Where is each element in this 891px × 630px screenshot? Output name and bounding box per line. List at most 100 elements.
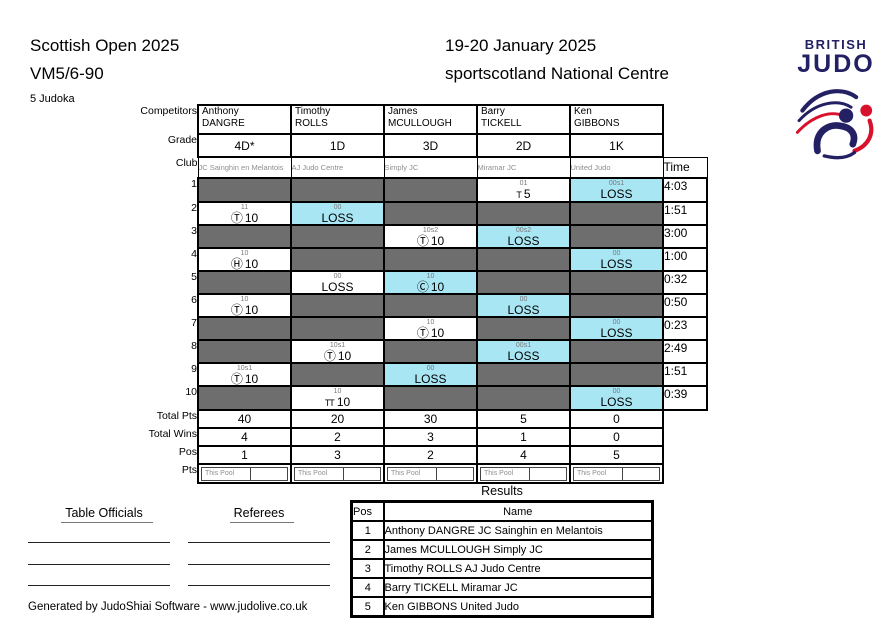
spacer xyxy=(663,410,707,428)
match-time: 0:39 xyxy=(662,385,708,411)
competitor-header: Timothy ROLLS xyxy=(290,104,385,135)
spacer xyxy=(663,428,707,446)
empty-cell xyxy=(197,339,292,364)
empty-cell xyxy=(197,177,292,203)
spacer xyxy=(663,134,707,157)
results-row: 4 Barry TICKELL Miramar JC xyxy=(350,577,654,598)
score-cell: 10s2 Ⓣ 10 xyxy=(383,224,478,249)
score-value: 10 xyxy=(244,303,259,317)
pts-cell: This Pool xyxy=(476,463,571,484)
club-cell: JC Sainghin en Melantois xyxy=(197,156,292,179)
grade-cell: 3D xyxy=(383,133,478,158)
match-number: 9 xyxy=(105,363,198,386)
empty-cell xyxy=(197,316,292,341)
score-cell: 10s1 Ⓣ 10 xyxy=(290,339,385,364)
row-label-club: Club xyxy=(105,157,198,178)
result-name: Timothy ROLLS AJ Judo Centre xyxy=(382,558,654,579)
score-cell: 10 Ⓣ 10 xyxy=(383,316,478,341)
total-wins-cell: 2 xyxy=(290,427,385,447)
this-pool-label: This Pool xyxy=(480,466,530,481)
score-detail: 00s1 xyxy=(515,342,532,349)
technique-symbol: Ⓣ xyxy=(230,372,243,386)
match-row: 8 10s1 Ⓣ 10 00s1 LOSS 2:49 xyxy=(105,339,708,364)
pos-cell: 4 xyxy=(476,445,571,465)
result-pos: 1 xyxy=(350,520,385,541)
technique-symbol: Ⓣ xyxy=(230,211,243,225)
empty-cell xyxy=(569,224,664,249)
score-main: LOSS xyxy=(507,349,540,363)
match-row: 4 10 Ⓗ 10 00 LOSS 1:00 xyxy=(105,247,708,272)
match-row: 10 10 TT 10 00 LOSS 0:39 xyxy=(105,385,708,411)
row-label-competitors: Competitors xyxy=(105,105,198,134)
match-number: 6 xyxy=(105,294,198,317)
technique-symbol: T xyxy=(516,190,521,200)
spacer xyxy=(663,464,707,483)
result-pos: 2 xyxy=(350,539,385,560)
score-detail: 10 xyxy=(333,388,342,395)
competitor-first-name: James xyxy=(388,106,418,117)
competitor-last-name: DANGRE xyxy=(202,118,245,129)
score-detail: 10 xyxy=(240,250,249,257)
technique-symbol: Ⓣ xyxy=(416,234,429,248)
row-label-grade: Grade xyxy=(105,134,198,157)
technique-symbol: Ⓣ xyxy=(416,326,429,340)
pts-cell: This Pool xyxy=(290,463,385,484)
results-col-pos: Pos xyxy=(350,500,385,522)
score-main: Ⓣ 10 xyxy=(386,234,475,248)
match-time: 3:00 xyxy=(662,224,708,249)
logo-text-british: BRITISH xyxy=(804,37,868,52)
match-row: 1 01 T 5 00s1 LOSS 4:03 xyxy=(105,177,708,203)
score-main: LOSS xyxy=(600,395,633,409)
score-cell: 10 Ⓗ 10 xyxy=(197,247,292,272)
match-time: 4:03 xyxy=(662,177,708,203)
loss-cell: 00 LOSS xyxy=(290,270,385,295)
empty-cell xyxy=(383,339,478,364)
loss-cell: 00 LOSS xyxy=(290,201,385,226)
empty-cell xyxy=(290,362,385,387)
competitor-header: Ken GIBBONS xyxy=(569,104,664,135)
match-time: 0:23 xyxy=(662,316,708,341)
score-cell: 10s1 Ⓣ 10 xyxy=(197,362,292,387)
event-date: 19-20 January 2025 xyxy=(445,36,597,55)
score-detail: 00s1 xyxy=(608,180,625,187)
match-number: 10 xyxy=(105,386,198,410)
competitor-last-name: TICKELL xyxy=(481,118,522,129)
club-cell: Miramar JC xyxy=(476,156,571,179)
score-main: LOSS xyxy=(321,280,354,294)
empty-cell xyxy=(197,270,292,295)
match-row: 3 10s2 Ⓣ 10 00s2 LOSS 3:00 xyxy=(105,224,708,249)
results-row: 5 Ken GIBBONS United Judo xyxy=(350,596,654,618)
empty-cell xyxy=(290,224,385,249)
empty-cell xyxy=(197,224,292,249)
row-label-total-pts: Total Pts xyxy=(105,410,198,428)
club-cell: United Judo xyxy=(569,156,664,179)
signature-line xyxy=(188,564,330,565)
spacer xyxy=(663,105,707,134)
pts-blank-box xyxy=(622,466,660,481)
competitor-first-name: Anthony xyxy=(202,106,239,117)
score-cell: 11 Ⓣ 10 xyxy=(197,201,292,226)
score-value: 10 xyxy=(337,349,352,363)
match-row: 9 10s1 Ⓣ 10 00 LOSS 1:51 xyxy=(105,362,708,387)
total-wins-cell: 4 xyxy=(197,427,292,447)
referees-heading: Referees xyxy=(192,506,332,523)
referees-label: Referees xyxy=(229,506,295,523)
empty-cell xyxy=(290,293,385,318)
signature-line xyxy=(28,542,170,543)
score-detail: 10s2 xyxy=(422,227,439,234)
pts-cell: This Pool xyxy=(383,463,478,484)
match-number: 3 xyxy=(105,225,198,248)
pts-blank-box xyxy=(250,466,288,481)
match-row: 7 10 Ⓣ 10 00 LOSS 0:23 xyxy=(105,316,708,341)
results-row: 3 Timothy ROLLS AJ Judo Centre xyxy=(350,558,654,579)
signature-line xyxy=(188,585,330,586)
score-detail: 11 xyxy=(240,204,249,211)
row-label-pts: Pts xyxy=(105,464,198,483)
score-detail: 00 xyxy=(333,204,342,211)
match-time: 0:32 xyxy=(662,270,708,295)
results-title: Results xyxy=(481,484,523,498)
empty-cell xyxy=(383,385,478,411)
signature-line xyxy=(28,564,170,565)
loss-cell: 00s1 LOSS xyxy=(476,339,571,364)
judo-figure-icon xyxy=(795,89,874,160)
